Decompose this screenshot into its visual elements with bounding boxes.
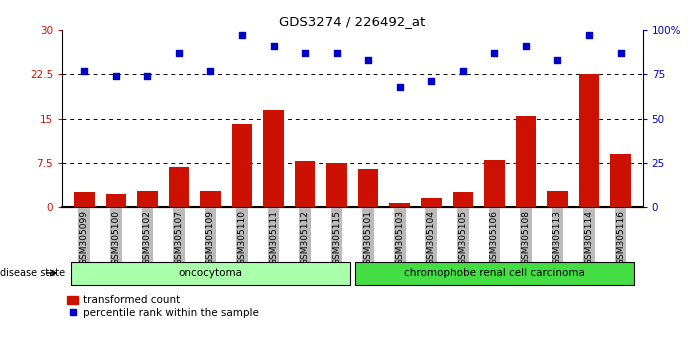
Bar [74,192,95,207]
Bar [106,194,126,207]
Text: GSM305099: GSM305099 [79,210,88,265]
Text: GSM305104: GSM305104 [427,210,436,265]
Point [363,57,374,63]
Text: GSM305103: GSM305103 [395,210,404,265]
Point [268,43,279,49]
Point [583,33,594,38]
Text: GSM305102: GSM305102 [143,210,152,265]
Point [236,33,247,38]
Point [331,50,342,56]
Text: GSM305105: GSM305105 [458,210,467,265]
Bar [484,160,504,207]
Bar [453,192,473,207]
Point [111,73,122,79]
Text: chromophobe renal cell carcinoma: chromophobe renal cell carcinoma [404,268,585,278]
Text: GSM305116: GSM305116 [616,210,625,265]
Bar [200,190,220,207]
Text: GSM305101: GSM305101 [363,210,372,265]
Bar [169,167,189,207]
Bar [137,190,158,207]
Text: oncocytoma: oncocytoma [178,268,243,278]
Bar [547,190,568,207]
Bar [263,110,284,207]
Point [394,84,405,90]
Point [552,57,563,63]
Bar [326,163,347,207]
Point [300,50,311,56]
Text: GSM305107: GSM305107 [174,210,183,265]
Bar [610,154,631,207]
Text: GSM305100: GSM305100 [111,210,120,265]
Text: GSM305110: GSM305110 [238,210,247,265]
Point [426,79,437,84]
Bar [515,116,536,207]
Bar [421,198,442,207]
FancyBboxPatch shape [71,262,350,285]
Bar [579,74,599,207]
Bar [390,203,410,207]
Title: GDS3274 / 226492_at: GDS3274 / 226492_at [279,15,426,28]
Legend: transformed count, percentile rank within the sample: transformed count, percentile rank withi… [68,296,259,318]
Point [142,73,153,79]
Text: GSM305115: GSM305115 [332,210,341,265]
Text: GSM305109: GSM305109 [206,210,215,265]
Point [520,43,531,49]
Bar [231,125,252,207]
Point [79,68,90,74]
Bar [295,161,315,207]
Point [205,68,216,74]
Text: disease state: disease state [0,268,65,278]
Text: GSM305112: GSM305112 [301,210,310,265]
Point [615,50,626,56]
Text: GSM305108: GSM305108 [522,210,531,265]
Point [173,50,184,56]
FancyBboxPatch shape [354,262,634,285]
Text: GSM305113: GSM305113 [553,210,562,265]
Text: GSM305114: GSM305114 [585,210,594,265]
Point [489,50,500,56]
Text: GSM305111: GSM305111 [269,210,278,265]
Point [457,68,468,74]
Text: GSM305106: GSM305106 [490,210,499,265]
Bar [358,169,379,207]
